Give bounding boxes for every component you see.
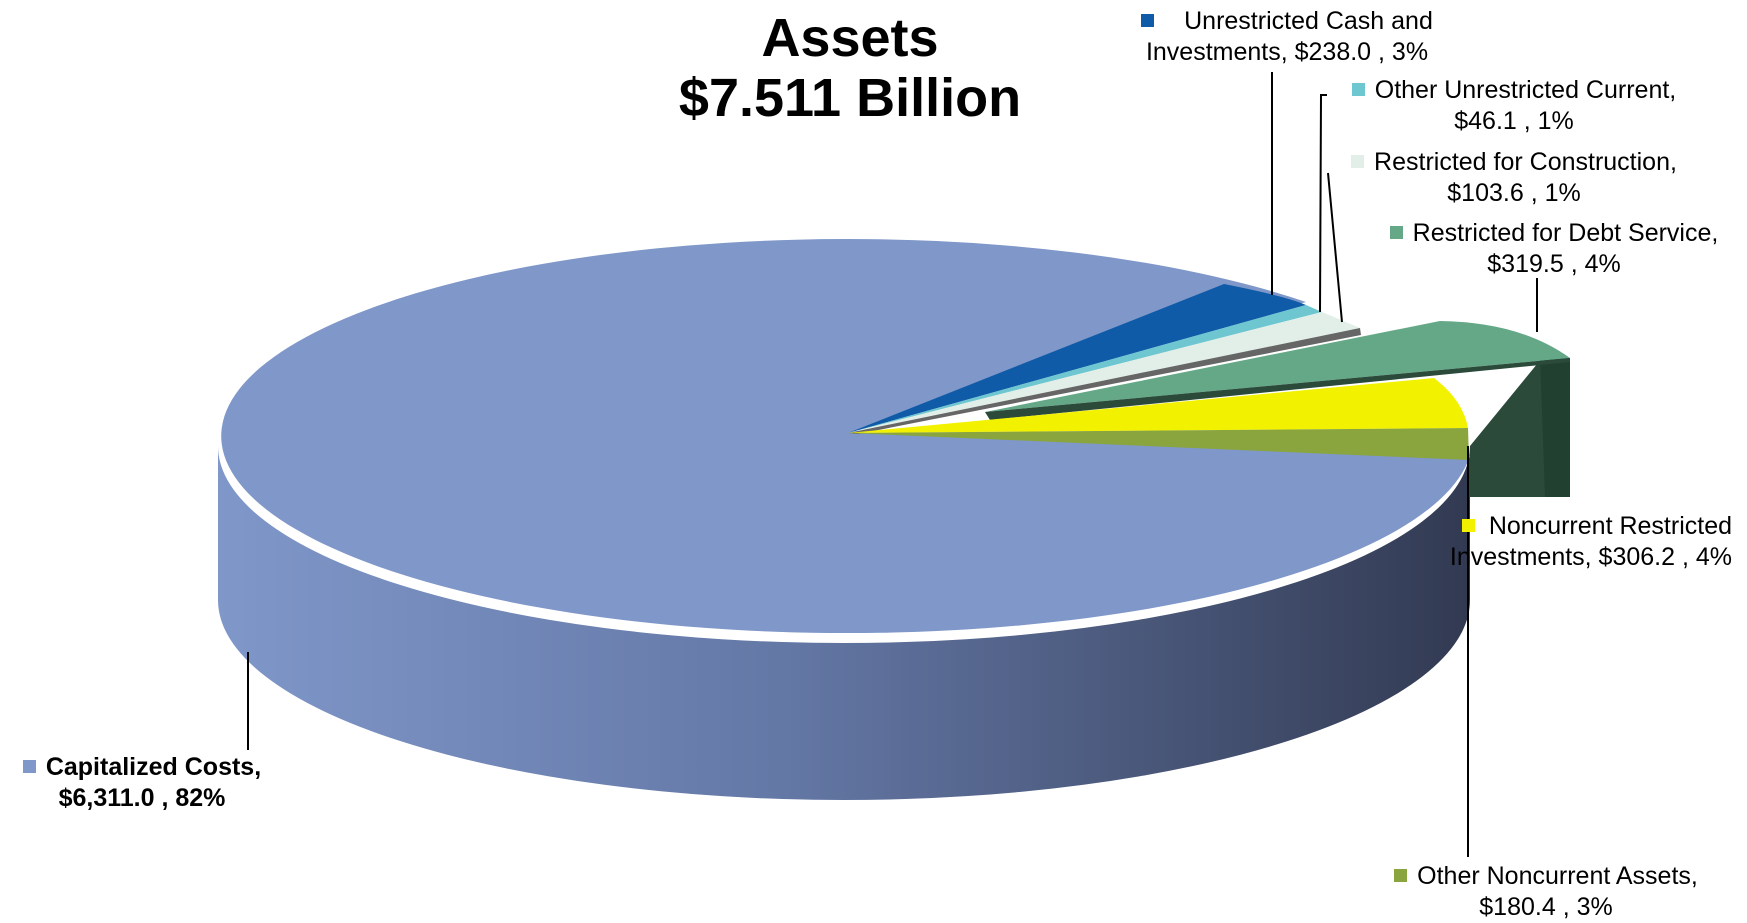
label-capitalized-costs: Capitalized Costs, $6,311.0 , 82%	[12, 752, 272, 814]
label-line: Noncurrent Restricted	[1488, 512, 1732, 540]
label-restricted-construction: Restricted for Construction, $103.6 , 1%	[1334, 147, 1694, 209]
label-other-unrestricted: Other Unrestricted Current, $46.1 , 1%	[1334, 75, 1694, 137]
label-debt-service: Restricted for Debt Service, $319.5 , 4%	[1374, 218, 1734, 280]
label-line: Capitalized Costs,	[45, 753, 262, 781]
label-line: $103.6 , 1%	[1447, 179, 1581, 207]
slice-other-noncurrent	[848, 428, 1469, 460]
label-line: Investments, $306.2 , 4%	[1449, 543, 1732, 571]
slice-restricted-construction	[848, 312, 1360, 433]
label-noncurrent-restricted: Noncurrent Restricted Investments, $306.…	[1392, 511, 1732, 573]
slice-restricted-construction-edge	[848, 328, 1361, 434]
legend-swatch-other-noncurrent	[1394, 869, 1408, 882]
slice-unrestricted-cash	[848, 284, 1306, 433]
leader-other-unrestricted	[1319, 94, 1327, 313]
slice-noncurrent-restricted	[848, 378, 1468, 433]
leader-restricted-construction	[1327, 172, 1343, 323]
legend-swatch-noncurrent-restricted	[1461, 519, 1475, 532]
label-line: Unrestricted Cash and	[1184, 7, 1433, 35]
chart-title-line2: $7.511 Billion	[678, 68, 1022, 128]
label-unrestricted-cash: Unrestricted Cash and Investments, $238.…	[1112, 6, 1462, 68]
label-line: $319.5 , 4%	[1487, 250, 1621, 278]
label-line: Restricted for Construction,	[1374, 148, 1677, 176]
label-line: Other Noncurrent Assets,	[1417, 862, 1698, 890]
pie-side-wall	[218, 446, 1470, 800]
slice-side-debt-service-2	[1540, 357, 1570, 497]
chart-title-line1: Assets	[761, 8, 939, 68]
label-line: $46.1 , 1%	[1454, 107, 1574, 135]
legend-swatch-other-unrestricted	[1351, 83, 1365, 96]
slice-restricted-debt-service-edge	[985, 358, 1570, 420]
legend-swatch-restricted-construction	[1351, 155, 1365, 168]
slice-restricted-debt-service	[985, 321, 1570, 412]
label-line: Other Unrestricted Current,	[1374, 76, 1677, 104]
legend-swatch-debt-service	[1389, 226, 1403, 239]
slice-other-unrestricted-current	[848, 305, 1322, 433]
legend-swatch-unrestricted-cash	[1141, 14, 1155, 27]
label-line: $180.4 , 3%	[1479, 893, 1613, 921]
label-other-noncurrent: Other Noncurrent Assets, $180.4 , 3%	[1376, 861, 1716, 923]
label-line: $6,311.0 , 82%	[58, 784, 226, 812]
legend-swatch-capitalized-costs	[22, 760, 36, 773]
label-line: Investments, $238.0 , 3%	[1145, 38, 1429, 66]
label-line: Restricted for Debt Service,	[1412, 219, 1719, 247]
